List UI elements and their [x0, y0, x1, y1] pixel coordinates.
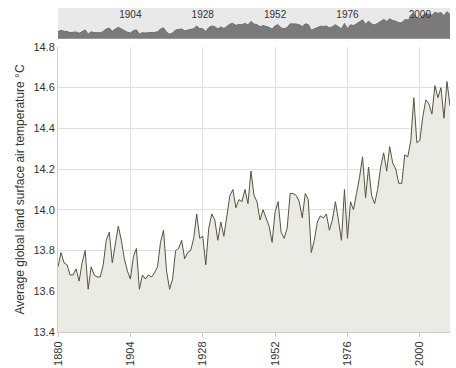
svg-text:1952: 1952: [269, 341, 281, 365]
svg-text:14.2: 14.2: [33, 163, 54, 175]
svg-text:1976: 1976: [336, 9, 359, 20]
svg-text:14.0: 14.0: [33, 204, 54, 216]
svg-text:1904: 1904: [119, 9, 142, 20]
svg-text:2000: 2000: [409, 9, 432, 20]
svg-text:1904: 1904: [124, 341, 136, 365]
svg-text:13.8: 13.8: [33, 244, 54, 256]
svg-text:14.4: 14.4: [33, 122, 54, 134]
svg-text:2000: 2000: [413, 341, 425, 365]
svg-text:14.8: 14.8: [33, 41, 54, 53]
svg-text:14.6: 14.6: [33, 81, 54, 93]
svg-text:1928: 1928: [196, 341, 208, 365]
svg-text:13.4: 13.4: [33, 326, 54, 338]
svg-text:1976: 1976: [341, 341, 353, 365]
svg-text:Average global land surface ai: Average global land surface air temperat…: [13, 64, 27, 314]
svg-text:1880: 1880: [52, 341, 64, 365]
svg-text:13.6: 13.6: [33, 285, 54, 297]
svg-text:1928: 1928: [192, 9, 215, 20]
svg-text:1952: 1952: [264, 9, 287, 20]
